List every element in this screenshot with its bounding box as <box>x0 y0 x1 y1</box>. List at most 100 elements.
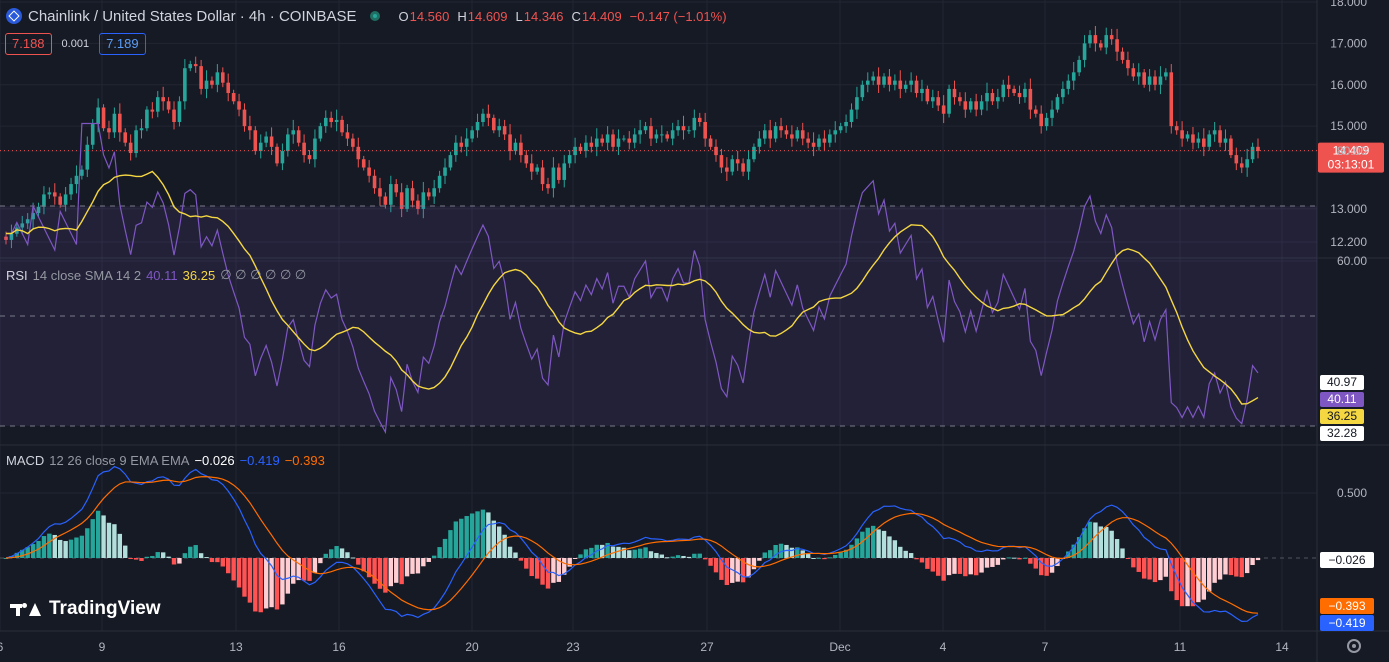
macd-hist-bar <box>334 546 339 558</box>
macd-hist-bar <box>1087 521 1093 558</box>
time-label: 27 <box>700 640 714 654</box>
macd-hist-bar <box>746 558 751 578</box>
candle-body <box>876 76 881 85</box>
macd-hist-bar <box>372 558 377 584</box>
candle-body <box>269 136 274 147</box>
candle-body <box>1050 109 1054 118</box>
macd-hist-bar <box>25 547 30 558</box>
macd-hist-bar <box>1011 557 1017 559</box>
candle-body <box>865 80 870 85</box>
candle-body <box>584 142 588 151</box>
macd-hist-bar <box>1185 558 1190 607</box>
rsi-params: 14 close SMA 14 2 <box>32 267 142 283</box>
macd-hist-bar <box>778 543 784 558</box>
symbol-title[interactable]: Chainlink / United States Dollar · 4h · … <box>28 7 357 25</box>
candle-body <box>1109 35 1114 40</box>
candle-body <box>204 80 209 89</box>
candle-body <box>497 126 502 131</box>
macd-value-label: −0.026 <box>1328 553 1365 567</box>
candle-body <box>1164 72 1168 77</box>
macd-hist-bar <box>160 552 166 558</box>
candle-body <box>155 97 160 112</box>
macd-hist-bar <box>1136 558 1141 572</box>
macd-hist-bar <box>621 547 627 558</box>
candle-body <box>502 126 507 135</box>
macd-hist-bar <box>876 529 881 558</box>
macd-hist-bar <box>870 525 876 558</box>
brand-text: TradingView <box>49 598 161 619</box>
macd-hist-bar <box>713 558 719 573</box>
candle-body <box>356 146 361 160</box>
candle-body <box>529 163 534 172</box>
macd-hist-bar <box>52 534 57 558</box>
candle-body <box>345 132 350 139</box>
macd-hist-bar <box>350 557 356 559</box>
tradingview-logo[interactable]: TradingView <box>10 598 161 620</box>
price-tick: 12.200 <box>1330 235 1367 249</box>
macd-hist-bar <box>762 552 767 558</box>
macd-hist-bar <box>394 558 399 583</box>
candle-body <box>1202 138 1206 147</box>
macd-hist-bar <box>171 558 177 565</box>
candle-body <box>752 146 756 160</box>
candle-body <box>719 155 724 168</box>
macd-hist-bar <box>1098 526 1104 558</box>
candle-body <box>1169 72 1174 127</box>
macd-hist-bar <box>453 521 459 558</box>
candle-body <box>524 155 529 164</box>
candle-body <box>925 88 930 102</box>
macd-hist-bar <box>719 558 724 580</box>
macd-hist-bar <box>1082 528 1087 558</box>
macd-legend[interactable]: MACD 12 26 close 9 EMA EMA −0.026 −0.419… <box>6 453 325 468</box>
macd-hist-bar <box>908 553 914 558</box>
macd-hist-bar <box>85 528 90 558</box>
sell-price-button[interactable]: 7.188 <box>5 33 52 55</box>
candle-body <box>941 105 946 114</box>
candle-body <box>578 146 583 151</box>
macd-hist-bar <box>1006 557 1011 559</box>
candle-body <box>687 130 691 132</box>
macd-hist-bar <box>1071 544 1076 558</box>
macd-hist-bar <box>757 558 762 561</box>
macd-hist-bar <box>887 536 892 558</box>
candle-body <box>600 138 604 143</box>
candle-body <box>573 146 577 156</box>
rsi-legend[interactable]: RSI 14 close SMA 14 2 40.11 36.25 ∅ ∅ ∅ … <box>6 267 306 283</box>
candle-body <box>215 72 220 85</box>
candle-body <box>931 97 935 102</box>
macd-hist-bar <box>686 556 692 558</box>
macd-hist-bar <box>79 535 85 558</box>
rsi-value-label: 40.97 <box>1327 375 1357 389</box>
candle-body <box>486 113 491 118</box>
macd-hist-bar <box>827 557 833 559</box>
macd-hist-bar <box>1190 558 1196 607</box>
macd-hist-bar <box>1104 526 1109 558</box>
macd-hist-bar <box>784 544 789 558</box>
candle-body <box>1044 117 1049 127</box>
candle-body <box>394 184 399 193</box>
market-status-dot-icon <box>370 11 381 21</box>
macd-hist-bar <box>708 558 713 566</box>
candle-body <box>1229 138 1233 156</box>
high-label: H <box>457 8 467 24</box>
macd-hist-bar <box>139 558 144 561</box>
price-tick: 13.000 <box>1330 202 1367 216</box>
candle-body <box>183 68 187 102</box>
candle-body <box>627 138 632 143</box>
macd-hist-bar <box>751 558 757 570</box>
gear-icon[interactable] <box>1347 639 1361 653</box>
buy-price-button[interactable]: 7.189 <box>99 33 146 55</box>
time-label: 14 <box>1275 640 1289 654</box>
macd-hist-bar <box>654 552 659 558</box>
candle-body <box>20 223 25 228</box>
macd-pane <box>0 465 1317 622</box>
macd-hist-bar <box>30 544 36 558</box>
candle-body <box>958 97 962 102</box>
candle-body <box>968 101 973 110</box>
macd-hist-bar <box>930 558 936 572</box>
macd-hist-bar <box>529 558 534 577</box>
low-value: 14.346 <box>523 8 564 24</box>
candle-body <box>833 130 838 135</box>
macd-hist-bar <box>464 516 469 558</box>
